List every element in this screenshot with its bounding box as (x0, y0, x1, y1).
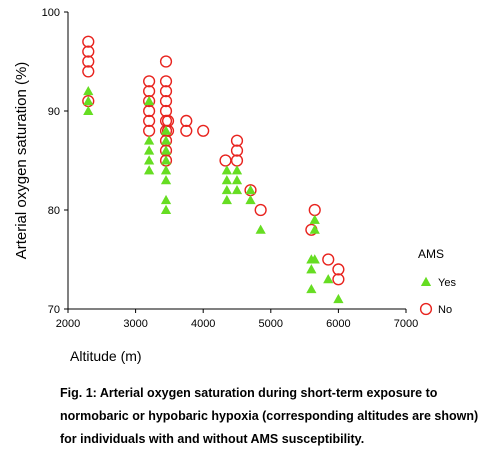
data-point-yes (160, 125, 172, 135)
x-tick-label: 2000 (56, 318, 80, 330)
data-point-no (332, 263, 345, 276)
data-point-yes (83, 95, 94, 106)
data-point-no (254, 203, 267, 217)
data-point-yes (309, 224, 320, 234)
data-point-no (161, 124, 175, 137)
data-point-no (143, 75, 156, 88)
data-point-yes (144, 135, 155, 145)
y-axis-label: Arterial oxygen saturation (%) (13, 62, 30, 260)
data-point-yes (323, 274, 334, 284)
data-point-yes (144, 155, 155, 165)
x-tick-label: 3000 (123, 318, 147, 330)
y-tick-label: 100 (42, 7, 60, 19)
data-point-no (332, 273, 345, 286)
data-point-yes (333, 293, 344, 304)
data-point-no (82, 35, 95, 48)
data-point-no (230, 154, 244, 167)
data-point-no (159, 55, 173, 68)
data-point-yes (245, 184, 256, 195)
data-point-no (230, 134, 244, 147)
data-point-no (197, 124, 210, 137)
data-point-no (180, 124, 193, 137)
legend-label-no: No (438, 304, 452, 316)
y-tick-label: 90 (48, 106, 60, 118)
data-point-no (82, 65, 95, 78)
data-point-no (230, 144, 244, 157)
data-point-yes (306, 283, 317, 294)
data-point-yes (309, 254, 320, 264)
legend-label-yes: Yes (438, 277, 456, 289)
scatter-chart: 2000 3000 4000 5000 6000 7000 70 80 90 100 Altitud… (13, 7, 456, 364)
data-point-yes (144, 145, 155, 155)
data-point-yes (144, 165, 155, 175)
x-tick-label: 4000 (191, 318, 215, 330)
data-point-yes (160, 165, 172, 175)
legend-marker-no (419, 302, 433, 316)
data-point-yes (83, 85, 94, 96)
data-point-no (219, 154, 232, 167)
x-tick-label: 7000 (394, 318, 418, 330)
data-point-yes (160, 155, 172, 165)
data-point-no (161, 114, 175, 128)
data-point-yes (221, 175, 232, 185)
data-point-yes (160, 135, 172, 145)
legend-title: AMS (418, 247, 444, 261)
data-point-yes (160, 204, 172, 214)
x-axis-label: Altitude (m) (70, 348, 142, 364)
data-point-no (308, 203, 321, 217)
data-point-no (82, 55, 95, 68)
data-point-yes (160, 175, 172, 185)
x-tick-label: 6000 (326, 318, 350, 330)
data-point-no (143, 114, 156, 128)
data-point-yes (306, 264, 317, 274)
y-tick-label: 70 (48, 304, 60, 316)
data-point-no (159, 75, 173, 88)
legend-marker-yes (420, 276, 432, 286)
data-point-yes (144, 95, 155, 106)
data-point-yes (160, 145, 172, 155)
data-point-yes (309, 214, 320, 224)
data-point-yes (231, 175, 243, 185)
data-point-yes (221, 165, 232, 175)
data-point-no (143, 85, 156, 98)
data-point-no (159, 85, 173, 98)
data-point-no (143, 124, 156, 137)
data-point-yes (255, 224, 266, 234)
data-point-yes (221, 194, 232, 205)
figure-caption: Fig. 1: Arterial oxygen saturation durin… (60, 386, 479, 446)
data-point-no (143, 104, 156, 118)
data-point-no (322, 253, 335, 266)
data-point-yes (245, 194, 256, 205)
data-point-no (180, 114, 193, 128)
data-point-yes (231, 184, 243, 195)
data-point-yes (221, 184, 232, 195)
data-point-no (82, 45, 95, 58)
y-tick-label: 80 (48, 205, 60, 217)
data-point-yes (160, 194, 172, 205)
data-point-yes (231, 165, 243, 175)
data-point-no (159, 104, 173, 118)
data-point-yes (83, 105, 94, 115)
data-point-no (159, 94, 173, 108)
x-tick-label: 5000 (259, 318, 283, 330)
data-point-no (143, 94, 156, 108)
chart-svg: 2000 3000 4000 5000 6000 7000 70 80 90 100 Altitud… (13, 7, 456, 364)
